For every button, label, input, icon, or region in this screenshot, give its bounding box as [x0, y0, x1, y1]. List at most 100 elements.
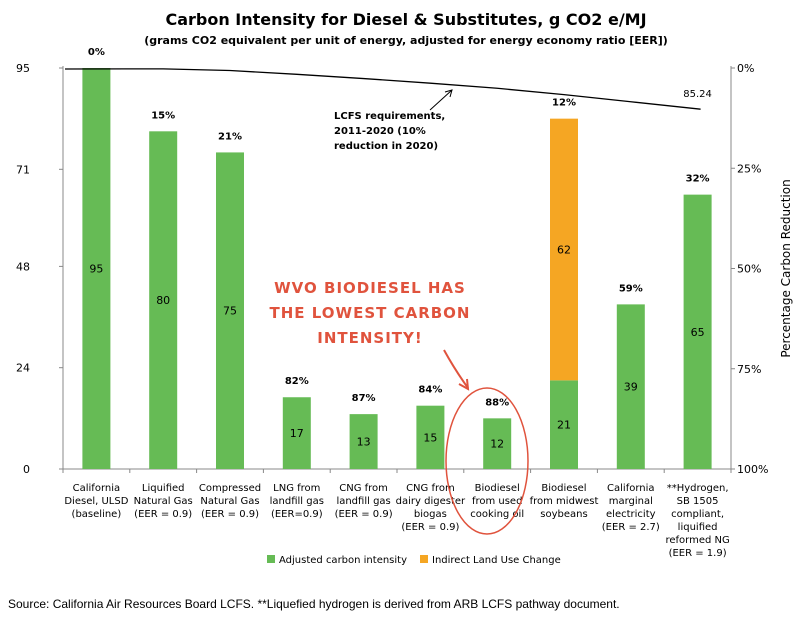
- category-label: compliant,: [671, 509, 724, 520]
- category-label: electricity: [606, 509, 656, 520]
- bar-0: [82, 68, 111, 469]
- callout-text: THE LOWEST CARBON: [270, 304, 471, 322]
- legend-swatch: [267, 555, 275, 563]
- y-tick-label: 48: [16, 260, 30, 273]
- category-label: (EER = 1.9): [669, 548, 727, 559]
- reduction-label: 32%: [686, 174, 710, 185]
- lcfs-annotation: 2011-2020 (10%: [334, 126, 426, 137]
- category-label: **Hydrogen,: [667, 483, 729, 494]
- callout-text: WVO BIODIESEL HAS: [274, 279, 466, 297]
- data-label: 15: [423, 431, 437, 444]
- category-label: from midwest: [530, 496, 599, 507]
- data-label: 80: [156, 294, 170, 307]
- source-note: Source: California Air Resources Board L…: [8, 597, 620, 611]
- bar-6: [483, 418, 512, 469]
- reduction-label: 84%: [418, 385, 442, 396]
- y-right-tick-label: 100%: [737, 463, 768, 476]
- legend-label: Indirect Land Use Change: [432, 555, 561, 566]
- y-right-tick-label: 75%: [737, 363, 761, 376]
- reduction-label: 21%: [218, 131, 242, 142]
- lcfs-arrow: [429, 89, 453, 111]
- callout-arrowhead: [458, 378, 470, 391]
- category-label: CNG from: [406, 483, 455, 494]
- bar-2: [216, 152, 244, 469]
- reduction-label: 12%: [552, 98, 576, 109]
- lcfs-arrowhead: [444, 89, 453, 98]
- lcfs-annotation: LCFS requirements,: [334, 111, 445, 122]
- y-right-tick-label: 0%: [737, 62, 754, 75]
- bar-3: [282, 397, 311, 469]
- chart-subtitle: (grams CO2 equivalent per unit of energy…: [144, 34, 668, 47]
- category-label: Biodiesel: [541, 483, 586, 494]
- category-label: dairy digester: [396, 496, 466, 507]
- category-label: Biodiesel: [475, 483, 520, 494]
- bar-7: [550, 380, 578, 469]
- ilu-data-label: 62: [557, 244, 571, 257]
- chart-overlay: 85.24 LCFS requirements, 2011-2020 (10% red…: [64, 68, 712, 566]
- data-label: 12: [490, 438, 504, 451]
- chart-bars: [82, 68, 712, 469]
- bar-5: [416, 405, 445, 469]
- category-label: CNG from: [339, 483, 388, 494]
- category-label: California: [607, 483, 655, 494]
- reduction-label: 88%: [485, 397, 509, 408]
- data-label: 65: [691, 326, 705, 339]
- y-tick-label: 95: [16, 62, 30, 75]
- data-label: 17: [290, 427, 304, 440]
- category-label: landfill gas: [336, 496, 390, 507]
- bar-4: [349, 414, 378, 469]
- category-label: Natural Gas: [200, 496, 259, 507]
- chart-title: Carbon Intensity for Diesel & Substitute…: [165, 10, 647, 29]
- category-label: Compressed: [199, 483, 261, 494]
- category-label: liquified: [678, 522, 718, 533]
- category-label: soybeans: [540, 509, 587, 520]
- reduction-label: 87%: [352, 393, 376, 404]
- reduction-label: 59%: [619, 283, 643, 294]
- y-right-tick-label: 50%: [737, 263, 761, 276]
- y-right-tick-label: 25%: [737, 162, 761, 175]
- data-label: 95: [89, 263, 103, 276]
- data-label: 13: [357, 436, 371, 449]
- category-label: Diesel, ULSD: [64, 496, 128, 507]
- category-label: (EER=0.9): [271, 509, 323, 520]
- lcfs-end-label: 85.24: [683, 89, 712, 100]
- category-label: Natural Gas: [134, 496, 193, 507]
- category-label: Liquified: [142, 483, 185, 494]
- bar-9: [683, 194, 712, 469]
- y-right-axis-label: Percentage Carbon Reduction: [779, 179, 793, 357]
- data-label: 21: [557, 419, 571, 432]
- category-label: biogas: [414, 509, 447, 520]
- category-label: marginal: [609, 496, 653, 507]
- category-label: cooking oil: [470, 509, 524, 520]
- category-label: SB 1505: [677, 496, 719, 507]
- y-tick-label: 71: [16, 163, 30, 176]
- reduction-label: 82%: [285, 376, 309, 387]
- callout-arrow: [443, 349, 469, 389]
- category-label: (EER = 0.9): [134, 509, 192, 520]
- bar-1: [149, 131, 178, 469]
- category-label: LNG from: [273, 483, 320, 494]
- bar-ilu-7: [550, 118, 578, 381]
- y-tick-label: 0: [23, 463, 30, 476]
- category-label: reformed NG: [665, 535, 729, 546]
- category-label: California: [73, 483, 121, 494]
- legend-label: Adjusted carbon intensity: [279, 555, 407, 566]
- category-label: (baseline): [72, 509, 122, 520]
- data-label: 39: [624, 381, 638, 394]
- category-label: (EER = 0.9): [335, 509, 393, 520]
- legend-swatch: [420, 555, 428, 563]
- category-label: (EER = 0.9): [201, 509, 259, 520]
- reduction-label: 0%: [88, 47, 105, 58]
- category-label: landfill gas: [270, 496, 324, 507]
- chart-labels: 95 80 75 17 13 15 12 21 39 65 62 0% 15% 21% 82% 87% 84% 8…: [64, 47, 729, 559]
- category-label: (EER = 0.9): [401, 522, 459, 533]
- category-label: (EER = 2.7): [602, 522, 660, 533]
- lcfs-line: [64, 68, 701, 110]
- lcfs-annotation: reduction in 2020): [334, 141, 438, 152]
- bar-8: [616, 304, 645, 469]
- callout-circle: [445, 387, 529, 535]
- category-label: from used: [472, 496, 523, 507]
- callout-text: INTENSITY!: [317, 329, 423, 347]
- reduction-label: 15%: [151, 110, 175, 121]
